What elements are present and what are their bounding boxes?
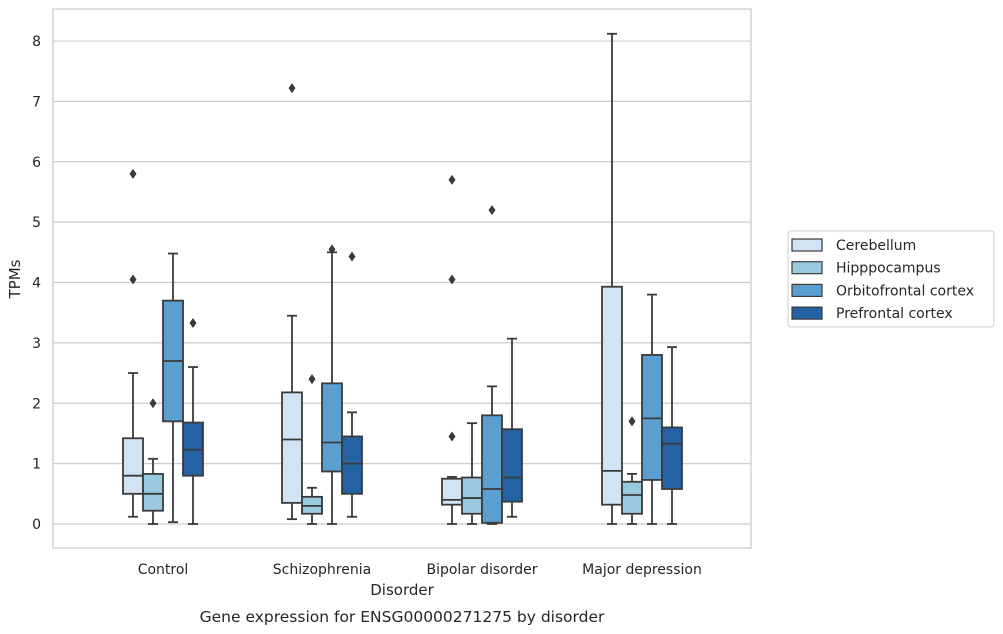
legend-frame <box>787 230 995 328</box>
box-orbitofrontal-cortex <box>321 244 343 525</box>
outlier-point <box>348 251 356 262</box>
legend-label: Hipppocampus <box>836 261 941 277</box>
outlier-point <box>288 83 296 94</box>
x-tick-labels: Control Schizophrenia Bipolar disorder Majo… <box>138 562 702 578</box>
box-hipppocampus <box>301 374 323 525</box>
outlier-point <box>628 416 636 427</box>
box-prefrontal-cortex <box>341 251 363 518</box>
chart-caption: Gene expression for ENSG00000271275 by d… <box>200 608 605 626</box>
iqr-box <box>481 414 503 524</box>
box-orbitofrontal-cortex <box>641 293 663 525</box>
legend-swatch <box>791 261 823 275</box>
outlier-point <box>448 431 456 442</box>
box-orbitofrontal-cortex <box>162 252 184 524</box>
y-tick-label: 5 <box>32 215 41 231</box>
legend-swatch <box>791 283 823 297</box>
x-axis-label: Disorder <box>370 581 434 599</box>
box-cerebellum <box>281 83 303 521</box>
legend-label: Cerebellum <box>836 238 916 254</box>
y-tick-label: 4 <box>32 276 41 292</box>
iqr-box <box>461 476 483 515</box>
outlier-point <box>189 317 197 328</box>
box-series-layer <box>122 32 683 525</box>
box-hipppocampus <box>142 398 164 525</box>
legend-swatch <box>791 238 823 252</box>
iqr-box <box>621 480 643 515</box>
iqr-box <box>321 382 343 473</box>
outlier-point <box>308 374 316 385</box>
box-cerebellum <box>122 168 144 518</box>
x-tick-label: Major depression <box>582 562 702 578</box>
y-tick-label: 7 <box>32 94 41 110</box>
legend-label: Prefrontal cortex <box>836 306 953 322</box>
iqr-box <box>601 285 623 506</box>
iqr-box <box>661 426 683 490</box>
y-tick-label: 3 <box>32 336 41 352</box>
box-prefrontal-cortex <box>661 346 683 525</box>
plot-area-frame <box>52 8 752 549</box>
iqr-box <box>281 391 303 504</box>
box-orbitofrontal-cortex <box>481 205 503 525</box>
outlier-point <box>448 174 456 185</box>
box-prefrontal-cortex <box>182 317 204 525</box>
y-tick-label: 6 <box>32 155 41 171</box>
iqr-box <box>341 435 363 495</box>
box-hipppocampus <box>461 422 483 525</box>
x-tick-label: Schizophrenia <box>273 562 371 578</box>
outlier-point <box>488 205 496 216</box>
outlier-point <box>448 274 456 285</box>
x-tick-label: Bipolar disorder <box>426 562 537 578</box>
y-axis-label: TPMs <box>6 259 24 299</box>
iqr-box <box>142 472 164 512</box>
x-tick-label: Control <box>138 562 189 578</box>
iqr-box <box>641 354 663 481</box>
iqr-box <box>501 428 523 503</box>
outlier-point <box>129 274 137 285</box>
legend: Cerebellum Hipppocampus Orbitofrontal cort… <box>787 230 995 328</box>
box-cerebellum <box>441 174 463 525</box>
box-prefrontal-cortex <box>501 337 523 518</box>
y-tick-label: 2 <box>32 396 41 412</box>
box-hipppocampus <box>621 416 643 525</box>
outlier-point <box>129 168 137 179</box>
y-tick-labels: 0 1 2 3 4 5 6 7 8 <box>32 34 41 533</box>
legend-label: Orbitofrontal cortex <box>836 283 974 299</box>
iqr-box <box>441 477 463 506</box>
box-cerebellum <box>601 32 623 525</box>
y-tick-label: 0 <box>32 517 41 533</box>
outlier-point <box>149 398 157 409</box>
legend-swatch <box>791 306 823 320</box>
y-tick-label: 1 <box>32 457 41 473</box>
y-tick-label: 8 <box>32 34 41 50</box>
outlier-point <box>328 244 336 255</box>
iqr-box <box>122 437 144 495</box>
